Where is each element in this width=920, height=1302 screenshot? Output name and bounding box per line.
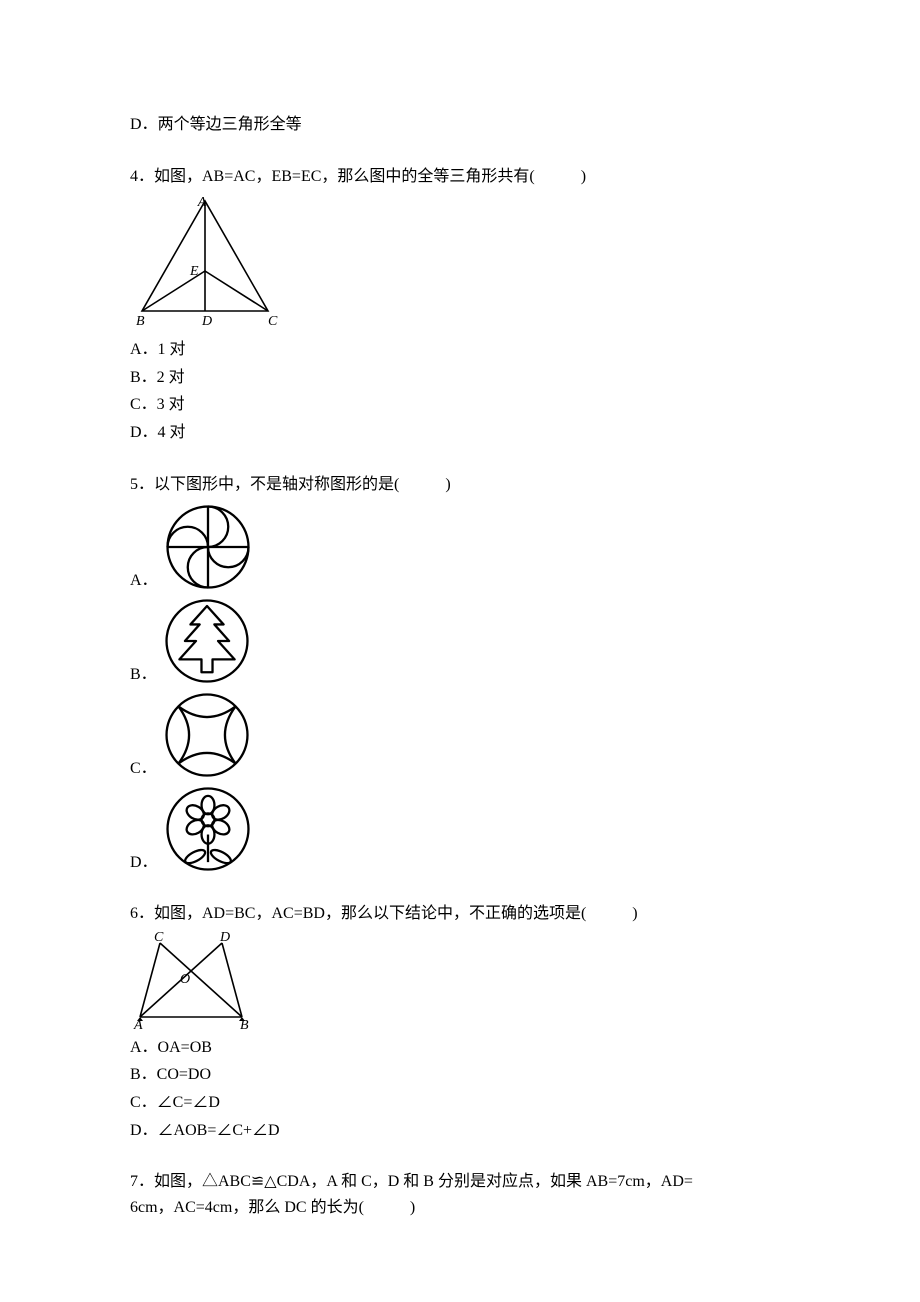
q4-stem-prefix: 4．如图，AB=AC，EB=EC，那么图中的全等三角形共有( [130,168,535,185]
svg-text:O: O [180,972,190,987]
q4-option-c: C．3 对 [130,392,790,418]
svg-text:D: D [219,931,230,945]
q6-option-b: B．CO=DO [130,1062,790,1088]
q7-line2-prefix: 6cm，AC=4cm，那么 DC 的长为( [130,1199,364,1216]
svg-text:A: A [133,1018,143,1031]
q6-figure: A B C D O [130,931,260,1031]
q5-option-b: B． [130,595,790,687]
q4-option-b: B．2 对 [130,365,790,391]
q5-icon-c-cushion-icon [161,689,253,781]
q4-figure: A B C D E [130,193,280,333]
svg-text:B: B [240,1018,249,1031]
opt-text: 两个等边三角形全等 [158,116,302,133]
q6-stem: 6．如图，AD=BC，AC=BD，那么以下结论中，不正确的选项是() [130,901,790,927]
q6-option-d: D．∠AOB=∠C+∠D [130,1118,790,1144]
q7-stem: 7．如图，△ABC≌△CDA，A 和 C，D 和 B 分别是对应点，如果 AB=… [130,1169,790,1220]
q7-line1: 7．如图，△ABC≌△CDA，A 和 C，D 和 B 分别是对应点，如果 AB=… [130,1169,790,1195]
svg-text:E: E [189,264,199,279]
q7-line2: 6cm，AC=4cm，那么 DC 的长为() [130,1195,790,1221]
opt-label: D． [130,850,158,876]
opt-label: A． [130,568,158,594]
q5-option-c: C． [130,689,790,781]
q5-stem: 5．以下图形中，不是轴对称图形的是() [130,472,790,498]
q7-line2-suffix: ) [410,1199,415,1216]
q5-stem-prefix: 5．以下图形中，不是轴对称图形的是( [130,476,399,493]
q4-stem-suffix: ) [581,168,586,185]
q6-stem-suffix: ) [632,905,637,922]
q5-option-a: A． [130,501,790,593]
opt-label: C． [130,756,157,782]
svg-text:A: A [197,195,207,210]
opt-label: D． [130,116,158,133]
q5-icon-a-pinwheel-icon [162,501,254,593]
q4-option-d: D．4 对 [130,420,790,446]
opt-label: B． [130,662,157,688]
q5-option-d: D． [130,783,790,875]
q5-icon-d-flower-icon [162,783,254,875]
q6-stem-prefix: 6．如图，AD=BC，AC=BD，那么以下结论中，不正确的选项是( [130,905,586,922]
svg-text:C: C [268,314,278,329]
q-prev-option-d: D．两个等边三角形全等 [130,112,790,138]
q6-option-c: C．∠C=∠D [130,1090,790,1116]
svg-text:C: C [154,931,164,945]
q6-option-a: A．OA=OB [130,1035,790,1061]
q4-stem: 4．如图，AB=AC，EB=EC，那么图中的全等三角形共有() [130,164,790,190]
page: D．两个等边三角形全等 4．如图，AB=AC，EB=EC，那么图中的全等三角形共… [0,0,920,1264]
svg-text:D: D [201,314,212,329]
q5-icon-b-tree-icon [161,595,253,687]
q5-stem-suffix: ) [445,476,450,493]
svg-text:B: B [136,314,145,329]
q4-option-a: A．1 对 [130,337,790,363]
